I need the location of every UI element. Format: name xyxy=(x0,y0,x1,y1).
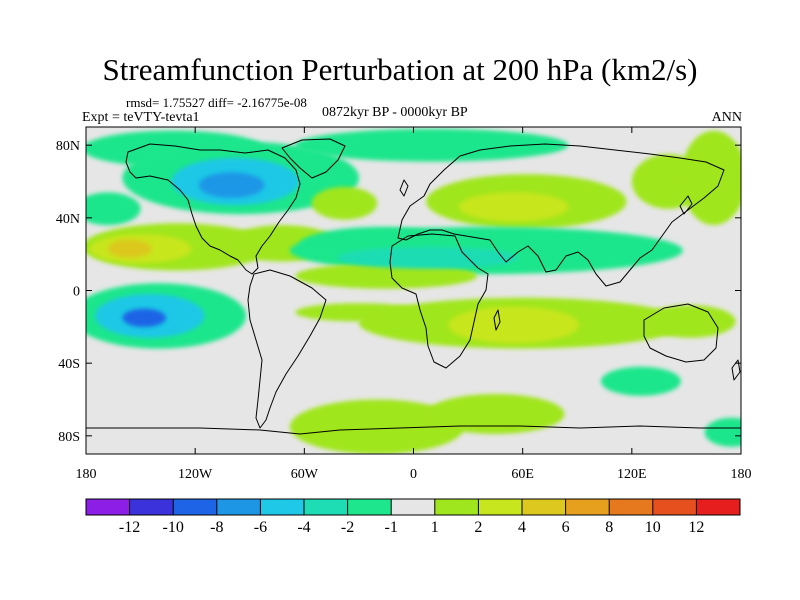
colorbar-frame xyxy=(85,498,741,516)
colorbar-swatch xyxy=(347,499,392,515)
season-label: ANN xyxy=(711,110,742,125)
colorbar-swatch xyxy=(696,499,741,515)
anomaly-region xyxy=(644,305,736,338)
x-tick-label: 60W xyxy=(291,467,319,482)
colorbar-label: -10 xyxy=(163,519,184,536)
anomaly-region xyxy=(600,366,681,396)
anomaly-region xyxy=(295,303,423,322)
anomaly-region xyxy=(198,172,265,198)
north-america-coast xyxy=(125,143,301,275)
rmsd-diff-stats: rmsd= 1.75527 diff= -2.16775e-08 xyxy=(126,95,307,110)
south-america-coast xyxy=(247,269,327,429)
x-tick-label: 180 xyxy=(731,467,752,482)
colorbar-swatch xyxy=(565,499,610,515)
x-tick-label: 120W xyxy=(178,467,213,482)
y-tick-label: 80N xyxy=(56,139,80,154)
anomaly-region xyxy=(680,130,741,226)
map-panel xyxy=(85,126,742,455)
plot-title: Streamfunction Perturbation at 200 hPa (… xyxy=(102,52,698,87)
time-period-label: 0872kyr BP - 0000kyr BP xyxy=(322,105,468,120)
anomaly-region xyxy=(337,246,520,269)
y-tick-label: 0 xyxy=(73,285,80,300)
colorbar-swatch xyxy=(260,499,305,515)
x-tick-label: 0 xyxy=(410,467,417,482)
anomaly-region xyxy=(86,192,141,226)
anomaly-region xyxy=(289,399,465,454)
y-tick-label: 40N xyxy=(56,212,80,227)
colorbar-label: 10 xyxy=(645,519,661,536)
coastlines xyxy=(86,138,741,435)
africa-coast xyxy=(389,233,489,369)
x-tick-label: 180 xyxy=(76,467,97,482)
colorbar-swatch xyxy=(478,499,523,515)
experiment-label: Expt = teVTY-tevta1 xyxy=(82,110,200,125)
colorbar-swatch xyxy=(129,499,174,515)
colorbar-swatch xyxy=(173,499,218,515)
colorbar-swatch xyxy=(216,499,261,515)
eurasia-coast xyxy=(397,143,725,287)
colorbar-swatch xyxy=(391,499,436,515)
anomaly-region xyxy=(448,306,580,344)
y-tick-label: 40S xyxy=(58,357,80,372)
colorbar-label: 2 xyxy=(474,519,482,536)
colorbar-label: 4 xyxy=(518,519,526,536)
colorbar-label: -12 xyxy=(119,519,140,536)
greenland-coast xyxy=(281,138,346,179)
anomaly-region xyxy=(426,394,565,434)
british-isles-coast xyxy=(399,179,409,197)
colorbar-label: 1 xyxy=(431,519,439,536)
colorbar-swatch xyxy=(86,499,131,515)
x-tick-label: 120E xyxy=(617,467,647,482)
colorbar-swatch xyxy=(434,499,479,515)
colorbar-swatch xyxy=(609,499,654,515)
colorbar-label: -2 xyxy=(341,519,354,536)
colorbar-label: -6 xyxy=(254,519,267,536)
anomaly-region xyxy=(704,417,741,447)
anomaly-region xyxy=(458,192,569,222)
colorbar-swatch xyxy=(304,499,349,515)
y-tick-label: 80S xyxy=(58,430,80,445)
anomaly-region xyxy=(295,128,569,162)
antarctica-coast xyxy=(86,425,741,435)
anomaly-fields xyxy=(86,128,741,454)
anomaly-region xyxy=(122,308,166,327)
map-axes: 180 120W 60W 0 60E 120E 180 80N 40N 0 40S 80S xyxy=(56,127,752,482)
color-legend: -12 -10 -8 -6 -4 -2 -1 1 2 4 6 8 10 12 xyxy=(85,498,741,536)
madagascar-coast xyxy=(493,309,501,331)
colorbar-label: -4 xyxy=(297,519,310,536)
colorbar-label: -8 xyxy=(210,519,223,536)
anomaly-region xyxy=(295,263,478,289)
colorbar-label: -1 xyxy=(385,519,398,536)
anomaly-region xyxy=(311,186,378,220)
colorbar-swatch xyxy=(652,499,697,515)
colorbar-swatch xyxy=(522,499,567,515)
anomaly-region xyxy=(107,239,152,258)
colorbar-label: 8 xyxy=(605,519,613,536)
x-tick-label: 60E xyxy=(511,467,534,482)
colorbar-label: 6 xyxy=(562,519,570,536)
japan-coast xyxy=(679,195,693,215)
colorbar-label: 12 xyxy=(688,519,704,536)
australia-coast xyxy=(643,303,719,363)
